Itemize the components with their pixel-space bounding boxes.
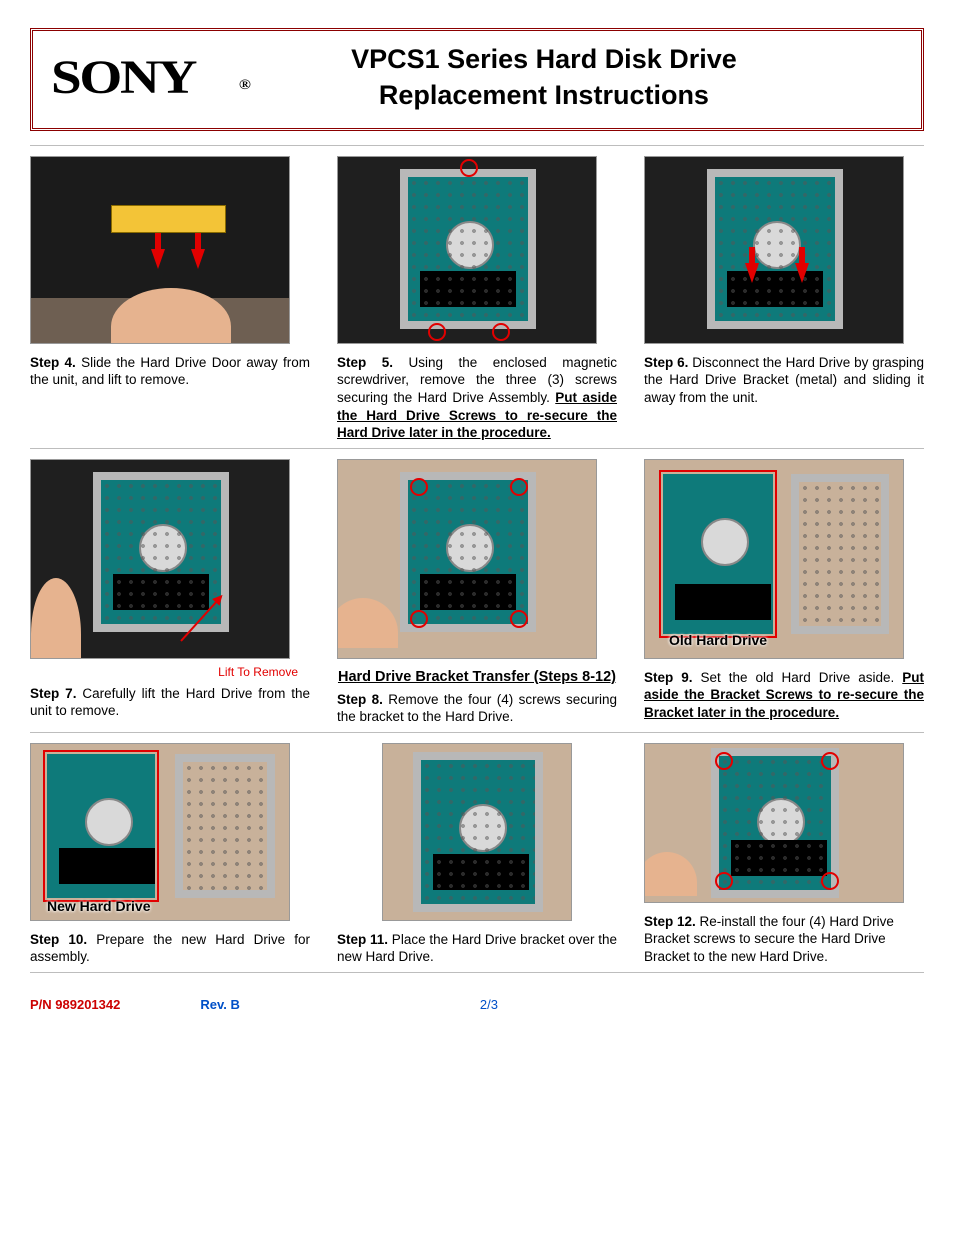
step-7: Lift To Remove Step 7. Carefully lift th… — [30, 459, 310, 726]
step-9-image: Old Hard Drive — [644, 459, 904, 659]
step-12: Step 12. Re-install the four (4) Hard Dr… — [644, 743, 924, 966]
step-12-image — [644, 743, 904, 903]
revision: Rev. B — [200, 997, 240, 1012]
step-11-label: Step 11. — [337, 932, 388, 947]
step-10-label: Step 10. — [30, 932, 87, 947]
row-steps-4-6: Step 4. Slide the Hard Drive Door away f… — [30, 156, 924, 442]
divider — [30, 972, 924, 973]
step-11: Step 11. Place the Hard Drive bracket ov… — [337, 743, 617, 966]
old-hard-drive-label: Old Hard Drive — [669, 632, 767, 648]
step-4-text: Step 4. Slide the Hard Drive Door away f… — [30, 354, 310, 389]
brand-logo: SONY® — [51, 50, 205, 105]
document-header: SONY® VPCS1 Series Hard Disk Drive Repla… — [30, 28, 924, 131]
document-title: VPCS1 Series Hard Disk Drive Replacement… — [185, 41, 903, 114]
row-steps-7-9: Lift To Remove Step 7. Carefully lift th… — [30, 459, 924, 726]
step-12-text: Step 12. Re-install the four (4) Hard Dr… — [644, 913, 924, 966]
step-11-text: Step 11. Place the Hard Drive bracket ov… — [337, 931, 617, 966]
step-8: Hard Drive Bracket Transfer (Steps 8-12)… — [337, 459, 617, 726]
divider — [30, 448, 924, 449]
step-6-label: Step 6. — [644, 355, 688, 370]
step-11-image — [382, 743, 572, 921]
document-footer: P/N 989201342 Rev. B 2/3 — [30, 997, 924, 1012]
step-10: New Hard Drive Step 10. Prepare the new … — [30, 743, 310, 966]
part-number: P/N 989201342 — [30, 997, 120, 1012]
step-8-label: Step 8. — [337, 692, 383, 707]
step-5: Step 5. Using the enclosed magnetic scre… — [337, 156, 617, 442]
step-10-text: Step 10. Prepare the new Hard Drive for … — [30, 931, 310, 966]
step-9-body-a: Set the old Hard Drive aside. — [693, 670, 903, 685]
step-9-label: Step 9. — [644, 670, 693, 685]
step-6-text: Step 6. Disconnect the Hard Drive by gra… — [644, 354, 924, 407]
step-9-text: Step 9. Set the old Hard Drive aside. Pu… — [644, 669, 924, 722]
brand-text: SONY — [51, 51, 195, 104]
step-5-label: Step 5. — [337, 355, 393, 370]
bracket-transfer-heading: Hard Drive Bracket Transfer (Steps 8-12) — [337, 669, 617, 685]
title-line-2: Replacement Instructions — [185, 77, 903, 113]
step-7-label: Step 7. — [30, 686, 76, 701]
step-6: Step 6. Disconnect the Hard Drive by gra… — [644, 156, 924, 442]
row-steps-10-12: New Hard Drive Step 10. Prepare the new … — [30, 743, 924, 966]
title-line-1: VPCS1 Series Hard Disk Drive — [185, 41, 903, 77]
step-9: Old Hard Drive Step 9. Set the old Hard … — [644, 459, 924, 726]
step-8-image — [337, 459, 597, 659]
step-6-image — [644, 156, 904, 344]
divider — [30, 732, 924, 733]
step-8-text: Step 8. Remove the four (4) screws secur… — [337, 691, 617, 726]
lift-to-remove-label: Lift To Remove — [30, 665, 310, 679]
new-hard-drive-label: New Hard Drive — [47, 898, 150, 914]
step-5-text: Step 5. Using the enclosed magnetic scre… — [337, 354, 617, 442]
step-7-text: Step 7. Carefully lift the Hard Drive fr… — [30, 685, 310, 720]
step-12-label: Step 12. — [644, 914, 696, 929]
step-10-image: New Hard Drive — [30, 743, 290, 921]
page-number: 2/3 — [480, 997, 498, 1012]
registered-mark: ® — [239, 78, 249, 93]
step-7-image — [30, 459, 290, 659]
step-4-image — [30, 156, 290, 344]
step-4-label: Step 4. — [30, 355, 76, 370]
step-4: Step 4. Slide the Hard Drive Door away f… — [30, 156, 310, 442]
step-5-image — [337, 156, 597, 344]
divider — [30, 145, 924, 146]
